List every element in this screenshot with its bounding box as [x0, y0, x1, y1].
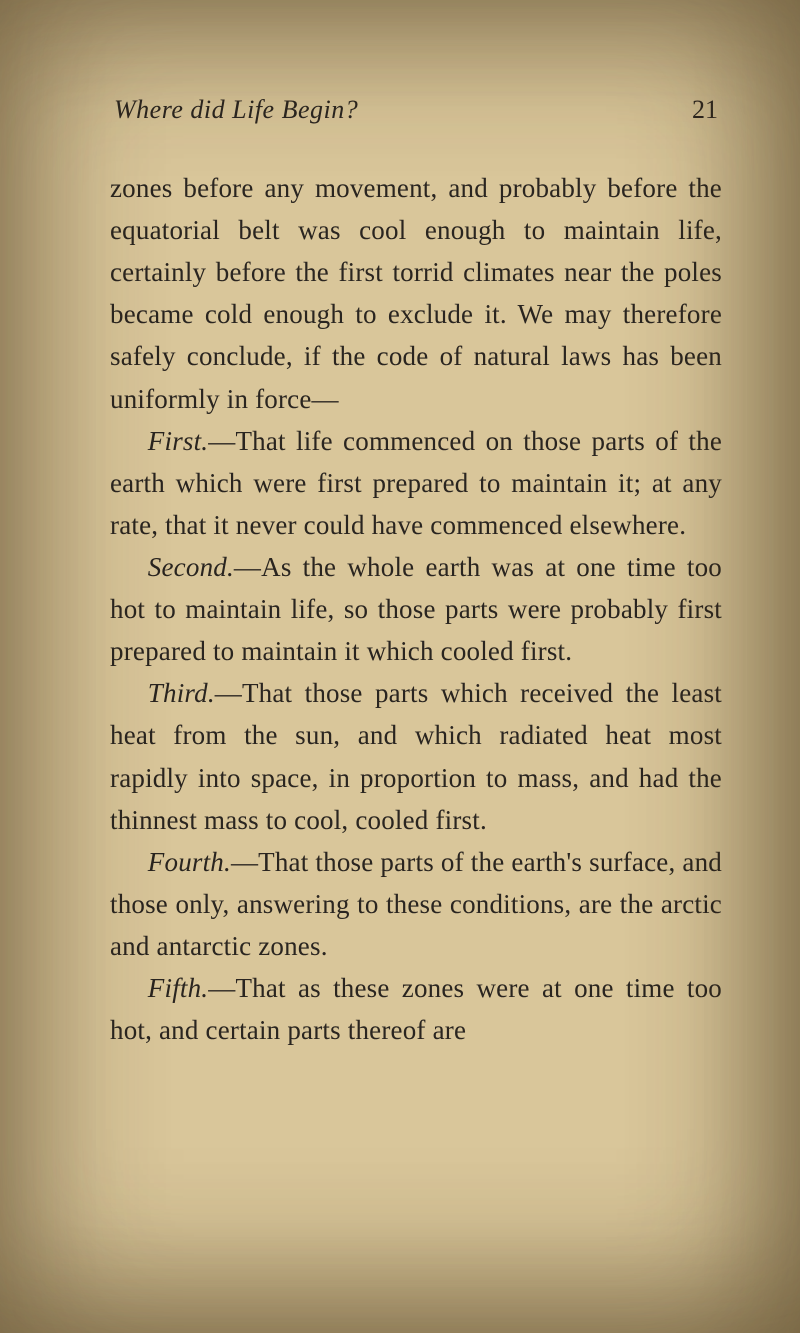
paragraph-second: Second.—As the whole earth was at one ti… [110, 546, 722, 672]
ordinal-lead: Fifth. [148, 973, 208, 1003]
paragraph-first: First.—That life commenced on those part… [110, 420, 722, 546]
book-page: Where did Life Begin? 21 zones before an… [0, 0, 800, 1333]
paragraph-fifth: Fifth.—That as these zones were at one t… [110, 967, 722, 1051]
paragraph-fourth: Fourth.—That those parts of the earth's … [110, 841, 722, 967]
page-number: 21 [692, 95, 718, 125]
running-head: Where did Life Begin? 21 [110, 95, 722, 125]
ordinal-lead: Fourth. [148, 847, 231, 877]
ordinal-lead: First. [148, 426, 208, 456]
ordinal-lead: Third. [148, 678, 215, 708]
running-title: Where did Life Begin? [114, 95, 358, 125]
ordinal-lead: Second. [148, 552, 234, 582]
body-text: zones before any movement, and probably … [110, 167, 722, 1051]
paragraph-continuation: zones before any movement, and probably … [110, 167, 722, 420]
paragraph-third: Third.—That those parts which received t… [110, 672, 722, 840]
